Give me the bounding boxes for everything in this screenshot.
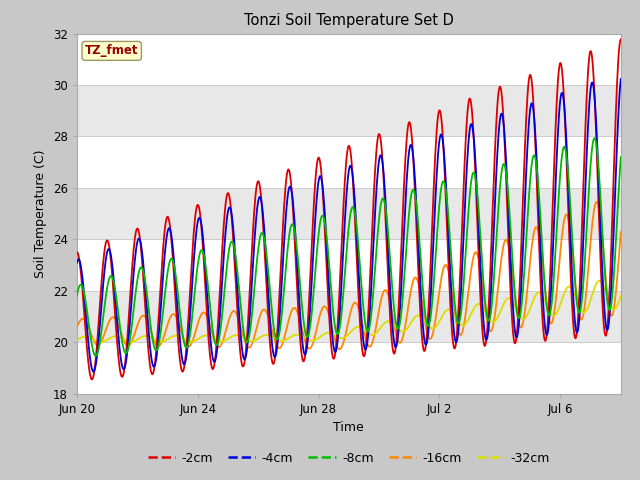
- Text: TZ_fmet: TZ_fmet: [85, 44, 138, 58]
- Y-axis label: Soil Temperature (C): Soil Temperature (C): [34, 149, 47, 278]
- Legend: -2cm, -4cm, -8cm, -16cm, -32cm: -2cm, -4cm, -8cm, -16cm, -32cm: [143, 447, 555, 469]
- Bar: [77, 342, 621, 394]
- Bar: [77, 240, 621, 291]
- X-axis label: Time: Time: [333, 421, 364, 434]
- Bar: [77, 188, 621, 240]
- Title: Tonzi Soil Temperature Set D: Tonzi Soil Temperature Set D: [244, 13, 454, 28]
- Bar: [77, 291, 621, 342]
- Bar: [77, 85, 621, 136]
- Bar: [77, 136, 621, 188]
- Bar: [77, 34, 621, 85]
